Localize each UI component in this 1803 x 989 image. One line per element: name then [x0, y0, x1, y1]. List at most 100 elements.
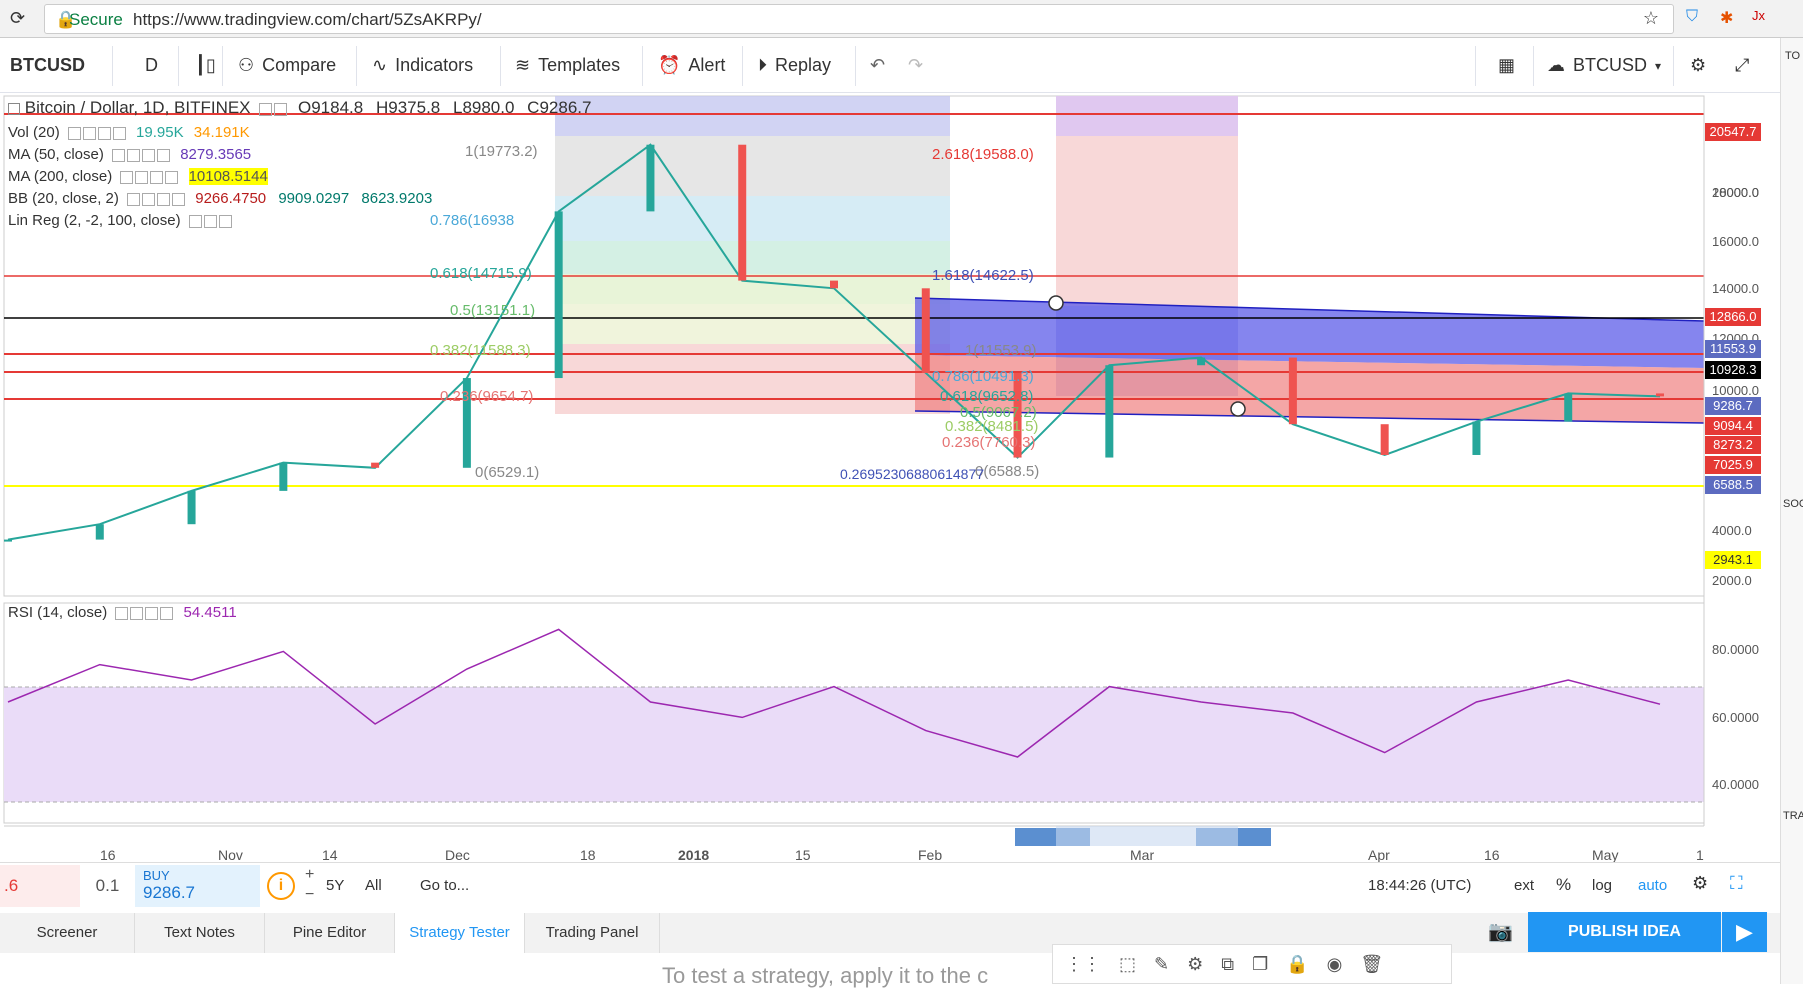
buy-label: BUY	[143, 868, 170, 883]
address-bar[interactable]: 🔒 Secure https://www.tradingview.com/cha…	[44, 4, 1674, 34]
secure-label: Secure	[69, 10, 123, 29]
bb-value-upper: 9909.0297	[278, 190, 350, 207]
symbol-search[interactable]: BTCUSD	[0, 38, 110, 93]
linreg-icons[interactable]	[188, 213, 234, 230]
gear-icon: ⚙	[1690, 55, 1707, 75]
tab-strategy-tester[interactable]: Strategy Tester	[395, 913, 525, 953]
candle	[95, 524, 104, 540]
eye-icon[interactable]: ◉	[1326, 953, 1343, 974]
time-tick-may: May	[1592, 847, 1619, 863]
log-toggle[interactable]: log	[1592, 877, 1613, 894]
zoom-in-icon[interactable]: +	[305, 866, 315, 883]
price-box-20547: 20547.7	[1705, 123, 1761, 141]
fib2-label-0618: 0.618(9652.8)	[940, 388, 1034, 405]
range-all[interactable]: All	[365, 877, 382, 894]
tab-text-notes[interactable]: Text Notes	[135, 913, 265, 953]
axis-settings-icon[interactable]: ⚙	[1692, 873, 1709, 893]
redo-button[interactable]: ↷	[898, 38, 933, 93]
ma200-label: MA (200, close)	[8, 168, 113, 185]
range-5y[interactable]: 5Y	[326, 877, 345, 894]
interval-button[interactable]: D	[135, 38, 168, 93]
rsi-series-line	[7, 628, 1661, 758]
fib1-label-0236: 0.236(9654.7)	[440, 388, 534, 405]
saved-chart-button[interactable]: ☁ BTCUSD ▾	[1537, 38, 1671, 93]
legend-icons[interactable]	[259, 99, 289, 119]
chart-style-button[interactable]: ┃▯	[185, 38, 226, 93]
layers-icon[interactable]: ⧉	[1221, 953, 1235, 974]
bookmark-star-icon[interactable]: ☆	[1642, 8, 1659, 28]
reload-icon[interactable]: ⟳	[10, 8, 26, 28]
alert-label: Alert	[688, 55, 726, 75]
price-tick-2000: 2000.0	[1712, 573, 1752, 588]
ma200-icons[interactable]	[120, 169, 180, 186]
templates-button[interactable]: ≋ Templates	[505, 38, 630, 93]
extension-puzzle-icon[interactable]: ✱	[1720, 10, 1734, 27]
price-tick-14000: 14000.0	[1712, 281, 1759, 296]
candle	[830, 280, 838, 289]
undo-button[interactable]: ↶	[860, 38, 895, 93]
percent-toggle[interactable]: %	[1556, 875, 1572, 894]
zoom-stepper[interactable]: + −	[305, 865, 314, 905]
time-tick-apr: Apr	[1368, 847, 1390, 863]
interval-label: D	[145, 55, 158, 75]
camera-icon[interactable]: 📷	[1488, 921, 1513, 943]
saved-chart-label: BTCUSD	[1573, 55, 1648, 75]
indicators-icon: ∿	[372, 55, 388, 75]
clone-icon[interactable]: ❐	[1252, 953, 1269, 974]
rsi-value: 54.4511	[183, 604, 237, 621]
candle	[1197, 357, 1206, 366]
candle	[1472, 421, 1481, 455]
zoom-out-icon[interactable]: −	[305, 886, 315, 903]
select-icon[interactable]: ⬚	[1119, 953, 1137, 974]
publish-idea-button[interactable]: PUBLISH IDEA	[1528, 912, 1721, 952]
url-text[interactable]: https://www.tradingview.com/chart/5ZsAKR…	[133, 10, 482, 29]
bb-icons[interactable]	[127, 191, 187, 208]
settings-icon[interactable]: ⚙	[1187, 953, 1204, 974]
drawing-handle-top[interactable]	[1048, 295, 1064, 311]
extension-jx-icon[interactable]: Jx	[1752, 8, 1765, 23]
fib1-zone-blue	[555, 196, 950, 241]
time-mark-1: 2018-02-18	[1022, 847, 1094, 863]
fib1-label-0: 0(6529.1)	[475, 464, 540, 481]
trash-icon[interactable]: 🗑	[1360, 953, 1384, 974]
compare-button[interactable]: ⚇ Compare	[228, 38, 346, 93]
drawing-handle-bottom[interactable]	[1230, 401, 1246, 417]
extension-shield-icon[interactable]: ⛉	[1686, 8, 1699, 25]
buy-panel[interactable]: BUY 9286.7	[135, 865, 260, 907]
collapse-icon[interactable]	[8, 102, 20, 115]
fit-screen-icon[interactable]: ⛶	[1730, 873, 1743, 893]
chart-canvas[interactable]	[0, 93, 1780, 862]
alert-button[interactable]: ⏰ Alert	[648, 38, 735, 93]
candles-group	[4, 144, 1664, 542]
rsi-icons[interactable]	[115, 605, 175, 622]
quantity-field[interactable]: 0.1	[80, 865, 135, 907]
time-range-highlight	[1056, 826, 1238, 846]
indicators-button[interactable]: ∿ Indicators	[362, 38, 483, 93]
legend-area: Bitcoin / Dollar, 1D, BITFINEX O9184.8 H…	[0, 96, 1700, 256]
info-icon[interactable]: i	[267, 872, 295, 900]
tab-screener[interactable]: Screener	[0, 913, 135, 953]
bb-label: BB (20, close, 2)	[8, 190, 119, 207]
price-tick-4000: 4000.0	[1712, 523, 1752, 538]
fullscreen-button[interactable]: ⤢	[1725, 38, 1759, 93]
ext-toggle[interactable]: ext	[1514, 877, 1535, 894]
sell-panel[interactable]: .6	[0, 865, 80, 907]
fib1-label-0786: 0.786(16938	[430, 212, 515, 229]
vol-icons[interactable]	[67, 125, 128, 142]
layout-button[interactable]: ▦	[1488, 38, 1525, 93]
pencil-icon[interactable]: ✎	[1154, 953, 1170, 974]
fib1-zone-red	[555, 344, 950, 414]
drag-handle-icon[interactable]: ⋮⋮	[1065, 953, 1101, 974]
vol-value-1: 19.95K	[136, 124, 184, 141]
tab-pine-editor[interactable]: Pine Editor	[265, 913, 395, 953]
auto-toggle[interactable]: auto	[1638, 877, 1668, 894]
fib2-label-2618: 2.618(19588.0)	[932, 146, 1034, 163]
replay-button[interactable]: ⏵ Replay	[748, 38, 841, 93]
goto-button[interactable]: Go to...	[420, 877, 470, 894]
chart-settings-button[interactable]: ⚙	[1680, 38, 1716, 93]
time-tick-nov: Nov	[218, 847, 243, 863]
ma50-icons[interactable]	[112, 147, 172, 164]
lock-icon[interactable]: 🔒	[1286, 953, 1309, 974]
tab-trading-panel[interactable]: Trading Panel	[525, 913, 660, 953]
publish-play-icon[interactable]: ▶	[1722, 912, 1767, 952]
